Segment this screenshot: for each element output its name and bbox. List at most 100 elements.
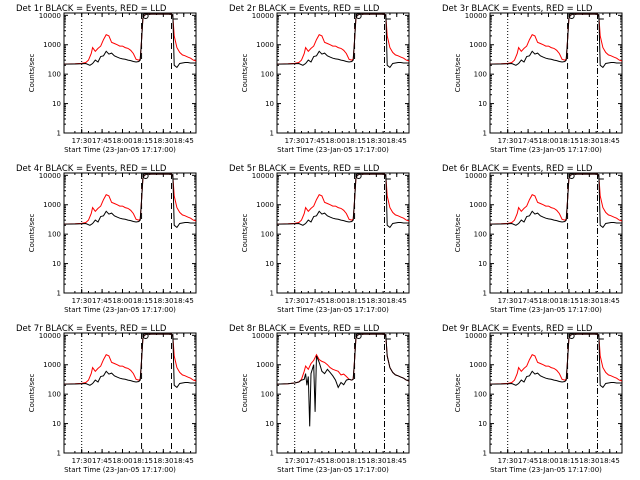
lld-series-line <box>63 333 197 385</box>
x-tick-label: 18:15 <box>559 297 579 305</box>
y-axis-label: Counts/sec <box>454 54 462 93</box>
x-tick-label: 17:30 <box>72 137 92 145</box>
x-tick-label: 18:15 <box>346 137 366 145</box>
y-axis-label: Counts/sec <box>241 54 249 93</box>
chart-panel: Det 3r BLACK = Events, RED = LLD 1 10 100 10… <box>442 4 623 154</box>
x-axis-label: Start Time (23-Jan-05 17:17:00) <box>490 146 602 154</box>
saturation-marker <box>172 14 178 20</box>
plot-frame <box>276 172 410 294</box>
y-tick-label: 1000 <box>43 41 61 49</box>
events-series-line <box>489 13 622 69</box>
plot-frame <box>63 332 197 454</box>
x-tick-label: 18:00 <box>538 457 558 465</box>
x-tick-label: 18:30 <box>153 137 173 145</box>
y-tick-label: 1 <box>483 450 487 458</box>
lld-series-line <box>276 173 410 225</box>
y-tick-label: 10 <box>478 260 487 268</box>
saturation-marker <box>355 13 362 19</box>
events-series-line <box>63 333 196 389</box>
chart-title: Det 8r BLACK = Events, RED = LLD <box>229 324 380 334</box>
x-axis-label: Start Time (23-Jan-05 17:17:00) <box>64 306 176 314</box>
x-tick-label: 17:45 <box>518 137 538 145</box>
y-tick-label: 100 <box>474 71 487 79</box>
y-tick-label: 100 <box>48 231 61 239</box>
y-tick-label: 1000 <box>469 201 487 209</box>
y-axis-label: Counts/sec <box>454 374 462 413</box>
x-tick-label: 17:30 <box>498 137 518 145</box>
y-tick-label: 10 <box>478 420 487 428</box>
saturation-marker <box>385 334 391 340</box>
y-tick-label: 1 <box>270 290 274 298</box>
x-tick-label: 18:15 <box>133 297 153 305</box>
x-tick-label: 18:00 <box>325 297 345 305</box>
saturation-marker <box>355 333 362 339</box>
events-series-line <box>63 13 196 69</box>
x-tick-label: 18:00 <box>325 457 345 465</box>
y-tick-label: 10000 <box>465 332 487 340</box>
y-tick-label: 1 <box>483 290 487 298</box>
x-tick-label: 18:45 <box>387 457 407 465</box>
x-tick-label: 18:30 <box>579 457 599 465</box>
x-axis-label: Start Time (23-Jan-05 17:17:00) <box>490 466 602 474</box>
y-tick-label: 10000 <box>252 12 274 20</box>
events-series-line <box>63 173 196 229</box>
x-tick-label: 17:30 <box>498 297 518 305</box>
lld-series-line <box>276 333 410 385</box>
x-tick-label: 18:45 <box>600 137 620 145</box>
x-tick-label: 17:45 <box>92 457 112 465</box>
x-tick-label: 18:15 <box>346 457 366 465</box>
x-tick-label: 18:00 <box>112 137 132 145</box>
y-tick-label: 1 <box>57 450 61 458</box>
x-tick-label: 18:15 <box>133 137 153 145</box>
x-tick-label: 17:30 <box>72 457 92 465</box>
y-tick-label: 10 <box>52 100 61 108</box>
y-axis-label: Counts/sec <box>241 374 249 413</box>
saturation-marker <box>385 14 391 20</box>
x-axis-label: Start Time (23-Jan-05 17:17:00) <box>490 306 602 314</box>
y-tick-label: 10 <box>52 260 61 268</box>
saturation-marker <box>142 173 149 179</box>
lld-series-line <box>63 173 197 225</box>
lld-series-line <box>276 13 410 65</box>
x-tick-label: 17:30 <box>285 457 305 465</box>
x-tick-label: 18:30 <box>579 297 599 305</box>
lld-series-line <box>489 173 623 225</box>
events-series-line <box>276 173 409 229</box>
x-tick-label: 18:45 <box>174 457 194 465</box>
x-tick-label: 18:30 <box>366 297 386 305</box>
chart-panel: Det 1r BLACK = Events, RED = LLD 1 10 100 10… <box>16 4 197 154</box>
y-tick-label: 10 <box>478 100 487 108</box>
y-tick-label: 10000 <box>465 12 487 20</box>
x-tick-label: 17:45 <box>92 137 112 145</box>
saturation-marker <box>568 173 575 179</box>
x-axis-label: Start Time (23-Jan-05 17:17:00) <box>277 466 389 474</box>
x-tick-label: 17:45 <box>305 457 325 465</box>
saturation-marker <box>568 13 575 19</box>
chart-title: Det 4r BLACK = Events, RED = LLD <box>16 164 167 174</box>
x-tick-label: 18:15 <box>559 137 579 145</box>
y-tick-label: 100 <box>474 231 487 239</box>
y-axis-label: Counts/sec <box>454 214 462 253</box>
saturation-marker <box>385 174 391 180</box>
y-tick-label: 1000 <box>256 201 274 209</box>
y-tick-label: 10 <box>265 260 274 268</box>
chart-panel: Det 4r BLACK = Events, RED = LLD 1 10 100 10… <box>16 164 197 314</box>
x-tick-label: 18:15 <box>559 457 579 465</box>
y-tick-label: 10000 <box>39 332 61 340</box>
y-tick-label: 1 <box>483 130 487 138</box>
saturation-marker <box>598 174 604 180</box>
y-tick-label: 10000 <box>39 12 61 20</box>
y-tick-label: 10000 <box>465 172 487 180</box>
y-tick-label: 1000 <box>469 41 487 49</box>
x-tick-label: 18:00 <box>325 137 345 145</box>
plot-frame <box>489 12 623 134</box>
x-axis-label: Start Time (23-Jan-05 17:17:00) <box>277 306 389 314</box>
plot-frame <box>489 332 623 454</box>
y-axis-label: Counts/sec <box>28 374 36 413</box>
plot-frame <box>63 12 197 134</box>
x-tick-label: 18:15 <box>346 297 366 305</box>
y-tick-label: 100 <box>48 71 61 79</box>
chart-panel: Det 7r BLACK = Events, RED = LLD 1 10 100 10… <box>16 324 197 474</box>
y-tick-label: 1000 <box>256 41 274 49</box>
